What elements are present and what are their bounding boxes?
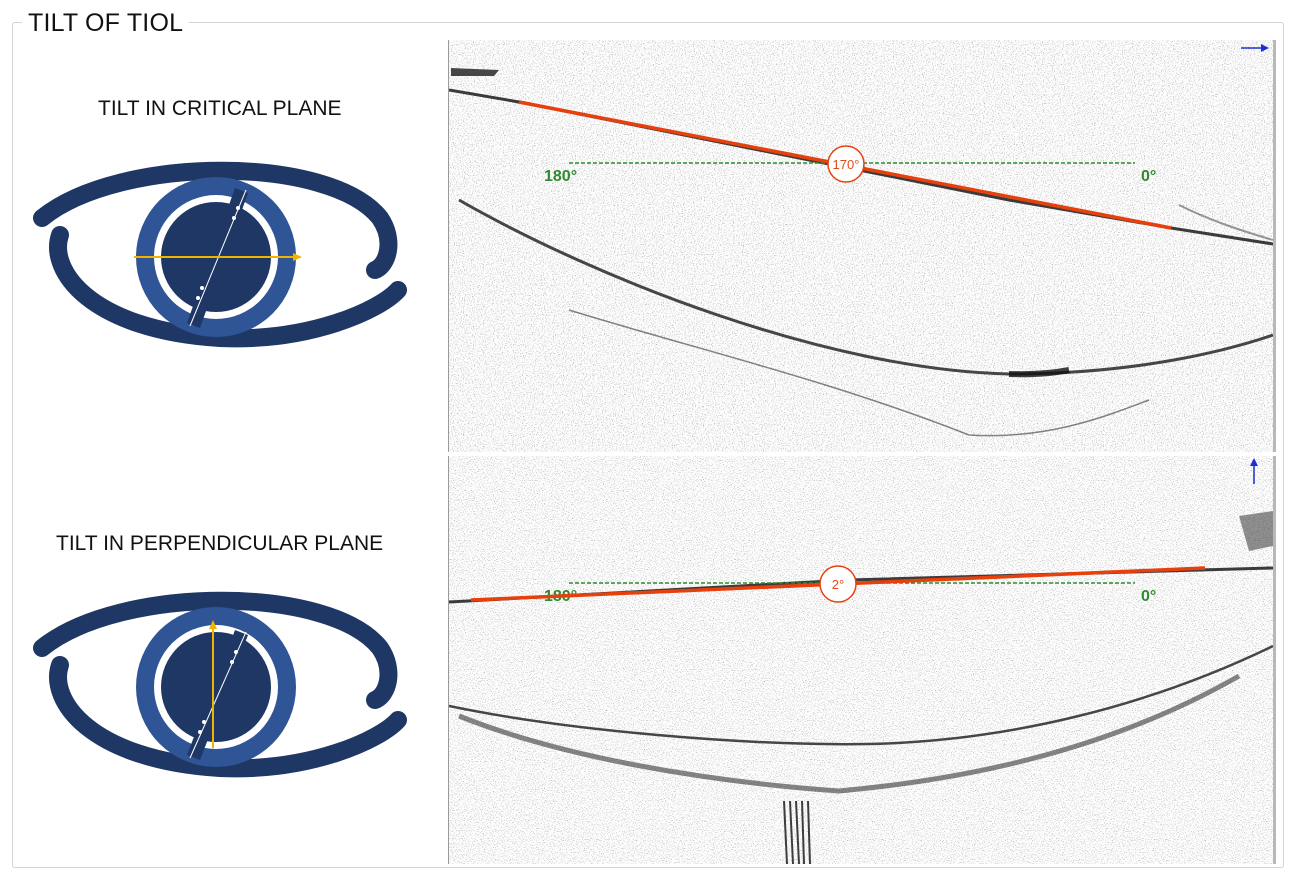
- ref-label-180: 180°: [544, 168, 577, 185]
- arrow-right-icon: [1241, 44, 1269, 52]
- arrow-up-icon: [1250, 458, 1258, 484]
- perpendicular-plane-label: TILT IN PERPENDICULAR PLANE: [56, 532, 384, 555]
- critical-plane-label: TILT IN CRITICAL PLANE: [98, 97, 342, 120]
- angle-value-critical: 170°: [833, 157, 860, 172]
- oct-scan-critical: 180° 0° 170°: [448, 40, 1276, 452]
- eye-diagram-perpendicular: [33, 591, 407, 778]
- ref-label-0: 0°: [1141, 588, 1156, 605]
- tilt-panel: [12, 22, 1284, 868]
- panel-title: TILT OF TIOL: [22, 9, 190, 38]
- speckle-texture: [449, 456, 1273, 864]
- eye-diagram-critical: [33, 161, 407, 348]
- speckle-texture: [449, 40, 1273, 452]
- angle-badge-critical: [827, 145, 865, 183]
- oct-scan-perpendicular: 180° 0° 2°: [448, 456, 1276, 864]
- angle-value-perpendicular: 2°: [832, 577, 844, 592]
- ref-label-0: 0°: [1141, 168, 1156, 185]
- angle-badge-perpendicular: [819, 565, 857, 603]
